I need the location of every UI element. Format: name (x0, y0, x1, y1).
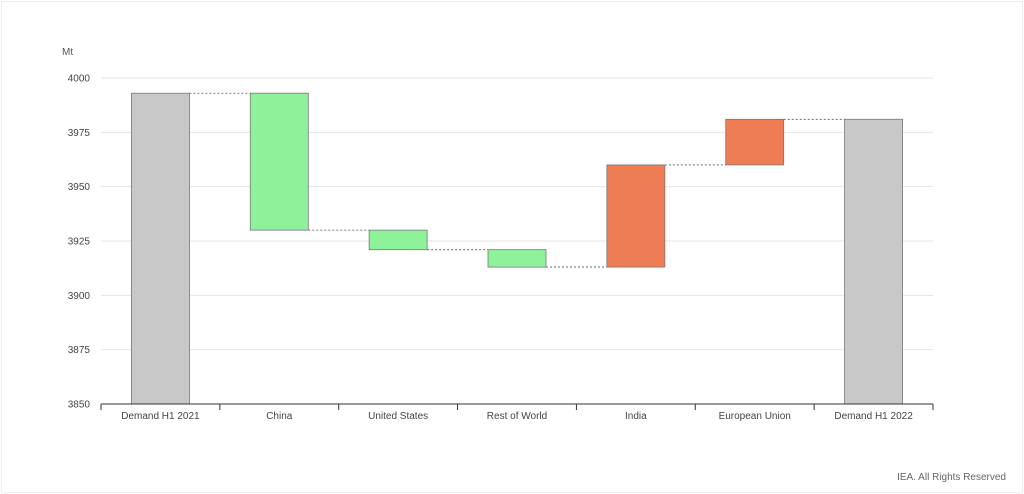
y-tick-label: 3950 (68, 182, 91, 193)
x-tick-label: China (266, 411, 293, 422)
gridlines (101, 77, 933, 351)
x-tick-label: European Union (719, 411, 791, 422)
bar-total (131, 92, 190, 405)
x-tick-label: Demand H1 2021 (121, 411, 200, 422)
x-tick-label: India (625, 411, 647, 422)
bar-increase (725, 118, 785, 166)
copyright-notice: IEA. All Rights Reserved (897, 472, 1006, 483)
y-tick-label: 3975 (68, 128, 91, 139)
y-tick-label: 3875 (68, 345, 91, 356)
bar-total (844, 118, 903, 405)
x-tick-label: Rest of World (487, 411, 547, 422)
y-tick-label: 3900 (68, 291, 91, 302)
bar-decrease (368, 229, 428, 251)
bar-decrease (249, 92, 309, 231)
bar-decrease (487, 249, 547, 268)
x-axis (100, 403, 934, 410)
y-tick-label: 3850 (68, 400, 91, 411)
y-tick-label: 4000 (68, 74, 91, 85)
bar-increase (606, 164, 666, 268)
bars (131, 92, 903, 405)
x-axis-tick-labels: Demand H1 2021 China United States Rest of … (121, 411, 913, 422)
x-tick-label: United States (368, 411, 428, 422)
y-axis-tick-labels: 3850 3875 3900 3925 3950 3975 4000 (68, 74, 91, 411)
y-tick-label: 3925 (68, 237, 91, 248)
y-axis-unit-label: Mt (62, 47, 74, 58)
x-tick-label: Demand H1 2022 (834, 411, 913, 422)
